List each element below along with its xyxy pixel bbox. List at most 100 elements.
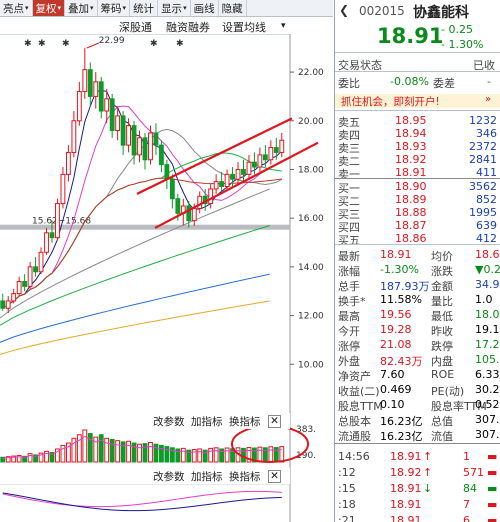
stat-value: ▼0.2 bbox=[475, 263, 500, 276]
stat-value: 19.1 bbox=[475, 323, 500, 336]
candle-body bbox=[109, 98, 115, 132]
quote-header: ❮ 002015 协鑫能科 bbox=[335, 0, 500, 22]
toolbar-button-label: 复权 bbox=[35, 2, 57, 15]
stat-label: 涨停 bbox=[338, 340, 360, 353]
candle-body bbox=[126, 125, 132, 146]
open-account-banner[interactable]: 抓住机会，即刻开户! » bbox=[335, 94, 500, 108]
bid-row: 买三 18.88 1995 bbox=[335, 206, 500, 221]
candle-body bbox=[175, 198, 181, 214]
nav-left-icon[interactable]: ❮ bbox=[339, 3, 350, 17]
ma-setting-dropdown-icon[interactable]: ▾ bbox=[281, 21, 286, 31]
toolbar-button-7[interactable]: 隐藏 bbox=[219, 0, 247, 16]
volume-bar bbox=[208, 447, 214, 463]
event-star-icon: ✱ bbox=[176, 39, 184, 49]
ma-setting-button[interactable]: 设置均线 bbox=[222, 21, 266, 34]
long-ma-line-3 bbox=[0, 188, 270, 319]
long-ma-line-0 bbox=[0, 225, 270, 326]
candle-body bbox=[169, 178, 175, 200]
stat-value: -1.30% bbox=[380, 263, 419, 276]
stat-row: 收益(二) 0.469 PE(动) 30.2 bbox=[335, 383, 500, 398]
volume-bar bbox=[120, 441, 126, 463]
trade-status-row: 交易状态 已收 bbox=[338, 59, 495, 72]
switch-indicator-button[interactable]: 换指标 bbox=[229, 416, 261, 428]
toolbar-button-6[interactable]: 画线 bbox=[191, 0, 219, 16]
volume-bar bbox=[76, 434, 82, 463]
stat-row: 最新 18.91 均价 18.6 bbox=[335, 248, 500, 263]
add-indicator-button[interactable]: 加指标 bbox=[191, 416, 223, 428]
stat-value: 19.28 bbox=[380, 323, 412, 336]
stat-row: 股息TTM 0.10 股息率TTM 0.52 bbox=[335, 398, 500, 413]
stat-label: 金额 bbox=[431, 280, 453, 293]
margin-trading-button[interactable]: 融资融券 bbox=[166, 21, 210, 34]
tick-row: :12 18.92 ↑ 571 ▬ bbox=[335, 466, 500, 479]
stat-label: 总股本 bbox=[338, 415, 371, 428]
volume-bar bbox=[33, 454, 38, 463]
chevron-down-icon: ▾ bbox=[183, 4, 187, 12]
switch-indicator-button[interactable]: 换指标 bbox=[229, 471, 261, 483]
ask-volume: 411 bbox=[476, 166, 497, 179]
volume-bar bbox=[131, 442, 137, 463]
stat-label: ROE bbox=[431, 368, 455, 381]
tick-flag-icon: ▬ bbox=[487, 482, 498, 495]
bid-price: 18.86 bbox=[395, 232, 427, 245]
volume-bar bbox=[197, 448, 203, 463]
toolbar-button-5[interactable]: 显示 ▾ bbox=[158, 0, 191, 16]
params-button[interactable]: 改参数 bbox=[153, 416, 185, 428]
tick-time: 14:56 bbox=[338, 450, 370, 463]
close-icon[interactable]: ✕ bbox=[268, 415, 281, 428]
event-star-icon: ✱ bbox=[24, 39, 32, 49]
stat-label: 涨幅 bbox=[338, 265, 360, 278]
toolbar-button-2[interactable]: 叠加 ▾ bbox=[65, 0, 98, 16]
volume-bar bbox=[246, 447, 252, 463]
volume-bar bbox=[175, 448, 181, 463]
candle-body bbox=[44, 232, 49, 253]
channel-lower-line bbox=[154, 141, 319, 229]
toolbar-button-label: 亮点 bbox=[3, 2, 24, 15]
ask-price: 18.94 bbox=[395, 127, 427, 140]
stat-label: 收益(二) bbox=[338, 385, 380, 398]
candle-body bbox=[230, 173, 235, 180]
candle-body bbox=[273, 147, 279, 153]
volume-bar bbox=[126, 440, 132, 463]
volume-bar bbox=[60, 444, 66, 463]
ask-price: 18.95 bbox=[395, 114, 427, 127]
candle-body bbox=[82, 69, 88, 93]
event-star-icon: ✱ bbox=[150, 39, 158, 49]
last-price: 18.91 bbox=[377, 24, 444, 48]
add-indicator-button[interactable]: 加指标 bbox=[191, 471, 223, 483]
toolbar-button-label: 叠加 bbox=[68, 2, 90, 15]
stat-label: 今开 bbox=[338, 325, 360, 338]
stat-value: 307.0 bbox=[475, 428, 500, 441]
volume-bar bbox=[71, 437, 77, 463]
chevron-down-icon: ▾ bbox=[122, 4, 127, 12]
candle-body bbox=[49, 232, 55, 239]
stat-value: 18.0 bbox=[475, 308, 500, 321]
toolbar-button-4[interactable]: 统计 bbox=[130, 0, 159, 16]
volume-bar bbox=[159, 444, 164, 463]
tick-time: :15 bbox=[338, 482, 356, 495]
volume-tick-label: 383. bbox=[296, 425, 316, 435]
price-change-pct: - 1.30% bbox=[441, 38, 484, 51]
ask-volume: 2841 bbox=[469, 153, 497, 166]
volume-bar bbox=[104, 437, 110, 463]
candle-body bbox=[22, 280, 28, 287]
kline-chart[interactable]: 22.00 20.00 18.00 16.00 14.00 12.00 10.00 15.62… bbox=[0, 34, 333, 522]
stat-value: 18.91 bbox=[380, 248, 412, 261]
volume-bar bbox=[0, 456, 6, 463]
toolbar-button-0[interactable]: 亮点 ▾ bbox=[0, 0, 33, 16]
shenzhen-connect-button[interactable]: 深股通 bbox=[119, 21, 152, 34]
high-marker-label: 22.99 bbox=[99, 36, 125, 46]
chevron-down-icon: ▾ bbox=[25, 4, 29, 12]
tick-volume: 7 bbox=[463, 498, 470, 511]
tick-row: 14:56 18.91 ↑ 1 ▬ bbox=[335, 450, 500, 463]
tick-row: :15 18.91 ↓ 84 ▬ bbox=[335, 482, 500, 495]
candle-body bbox=[76, 91, 82, 122]
tick-time: :18 bbox=[338, 498, 356, 511]
params-button[interactable]: 改参数 bbox=[153, 471, 185, 483]
tick-flag-icon: ▬ bbox=[487, 514, 498, 522]
close-icon[interactable]: ✕ bbox=[268, 470, 281, 483]
toolbar-button-1[interactable]: 复权 ▾ bbox=[32, 0, 66, 16]
bid-label: 买二 bbox=[338, 195, 360, 208]
toolbar-button-3[interactable]: 筹码 ▾ bbox=[98, 0, 131, 16]
indicator-bar-macd: 改参数 加指标 换指标 ✕ bbox=[0, 468, 290, 484]
